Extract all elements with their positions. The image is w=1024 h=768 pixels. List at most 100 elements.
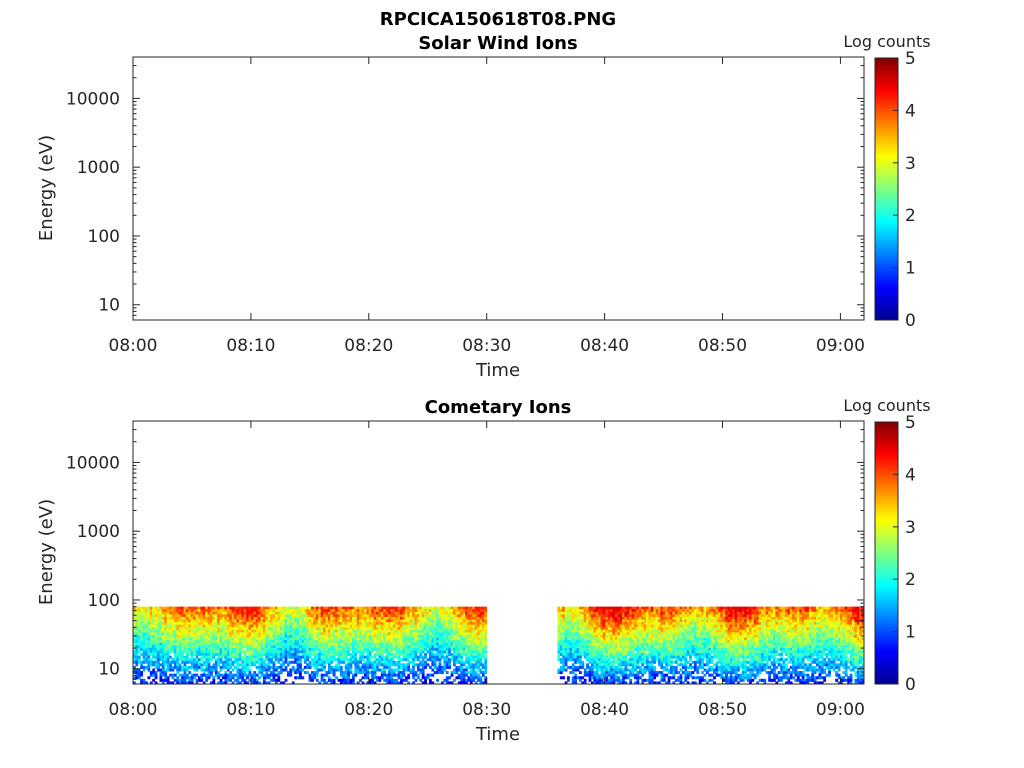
heatmap-cell [590, 627, 594, 631]
heatmap-cell [185, 611, 189, 615]
heatmap-cell [416, 635, 420, 638]
heatmap-cell [366, 622, 370, 626]
heatmap-cell [462, 678, 466, 682]
heatmap-cell [421, 624, 425, 628]
heatmap-cell [634, 616, 637, 620]
heatmap-cell [607, 658, 611, 662]
heatmap-cell [159, 653, 163, 657]
heatmap-cell [602, 611, 606, 615]
heatmap-cell [390, 619, 394, 623]
heatmap-cell [576, 642, 580, 646]
heatmap-cell [226, 650, 230, 654]
heatmap-cell [440, 622, 444, 626]
heatmap-cell [457, 668, 461, 672]
heatmap-cell [320, 640, 324, 644]
y-tick-label: 10000 [66, 89, 120, 109]
heatmap-cell [450, 673, 454, 677]
heatmap-cell [217, 653, 221, 657]
heatmap-cell [636, 665, 640, 669]
heatmap-cell [166, 678, 170, 682]
heatmap-cell [224, 614, 228, 618]
heatmap-cell [593, 647, 597, 651]
heatmap-cell [197, 611, 201, 615]
heatmap-cell [363, 614, 367, 618]
heatmap-cell [193, 609, 196, 613]
heatmap-cell [593, 665, 597, 669]
heatmap-cell [571, 637, 575, 641]
heatmap-cell [193, 668, 196, 672]
heatmap-cell [238, 635, 242, 638]
heatmap-cell [622, 653, 625, 657]
heatmap-cell [395, 642, 399, 646]
heatmap-cell [484, 681, 488, 684]
heatmap-cell [274, 624, 278, 628]
heatmap-cell [586, 609, 589, 613]
heatmap-cell [140, 673, 144, 677]
heatmap-cell [426, 645, 430, 649]
heatmap-cell [327, 640, 331, 644]
heatmap-cell [610, 616, 613, 620]
heatmap-cell [462, 660, 466, 664]
heatmap-cell [270, 673, 273, 677]
heatmap-cell [474, 627, 478, 631]
heatmap-cell [600, 619, 604, 623]
heatmap-cell [152, 650, 156, 654]
heatmap-cell [593, 619, 597, 623]
heatmap-cell [460, 665, 464, 669]
heatmap-cell [354, 627, 358, 631]
heatmap-cell [416, 616, 420, 620]
heatmap-cell [332, 653, 336, 657]
heatmap-cell [279, 650, 283, 654]
heatmap-cell [279, 642, 283, 646]
heatmap-cell [600, 653, 604, 657]
heatmap-cell [363, 671, 367, 675]
heatmap-cell [576, 660, 580, 664]
heatmap-cell [238, 673, 242, 677]
heatmap-cell [395, 635, 399, 638]
heatmap-cell [327, 609, 331, 613]
heatmap-cell [296, 614, 300, 618]
heatmap-cell [433, 606, 437, 610]
heatmap-cell [453, 663, 456, 667]
heatmap-cell [183, 606, 187, 610]
heatmap-cell [371, 645, 375, 649]
heatmap-cell [157, 642, 160, 646]
heatmap-cell [181, 619, 184, 623]
heatmap-cell [154, 611, 158, 615]
heatmap-cell [200, 650, 204, 654]
heatmap-cell [631, 616, 635, 620]
heatmap-cell [579, 658, 582, 662]
heatmap-cell [368, 660, 372, 664]
heatmap-cell [436, 614, 439, 618]
heatmap-cell [327, 619, 331, 623]
heatmap-cell [484, 660, 488, 664]
heatmap-cell [327, 645, 331, 649]
heatmap-cell [152, 645, 156, 649]
heatmap-cell [212, 614, 216, 618]
heatmap-cell [421, 632, 425, 636]
heatmap-cell [602, 640, 606, 644]
heatmap-cell [440, 629, 444, 633]
heatmap-cell [161, 635, 165, 638]
heatmap-cell [332, 668, 336, 672]
heatmap-cell [339, 640, 343, 644]
heatmap-cell [428, 637, 432, 641]
heatmap-cell [465, 655, 468, 659]
heatmap-cell [412, 676, 415, 680]
heatmap-cell [571, 650, 575, 654]
heatmap-cell [598, 616, 601, 620]
heatmap-cell [602, 632, 606, 636]
heatmap-cell [581, 635, 585, 638]
heatmap-cell [193, 624, 196, 628]
heatmap-cell [605, 611, 609, 615]
heatmap-cell [176, 619, 180, 623]
heatmap-cell [426, 627, 430, 631]
heatmap-cell [392, 611, 396, 615]
heatmap-cell [564, 629, 568, 633]
heatmap-cell [236, 611, 240, 615]
heatmap-cell [453, 616, 456, 620]
heatmap-cell [183, 622, 187, 626]
heatmap-cell [260, 606, 264, 610]
heatmap-cell [320, 606, 324, 610]
